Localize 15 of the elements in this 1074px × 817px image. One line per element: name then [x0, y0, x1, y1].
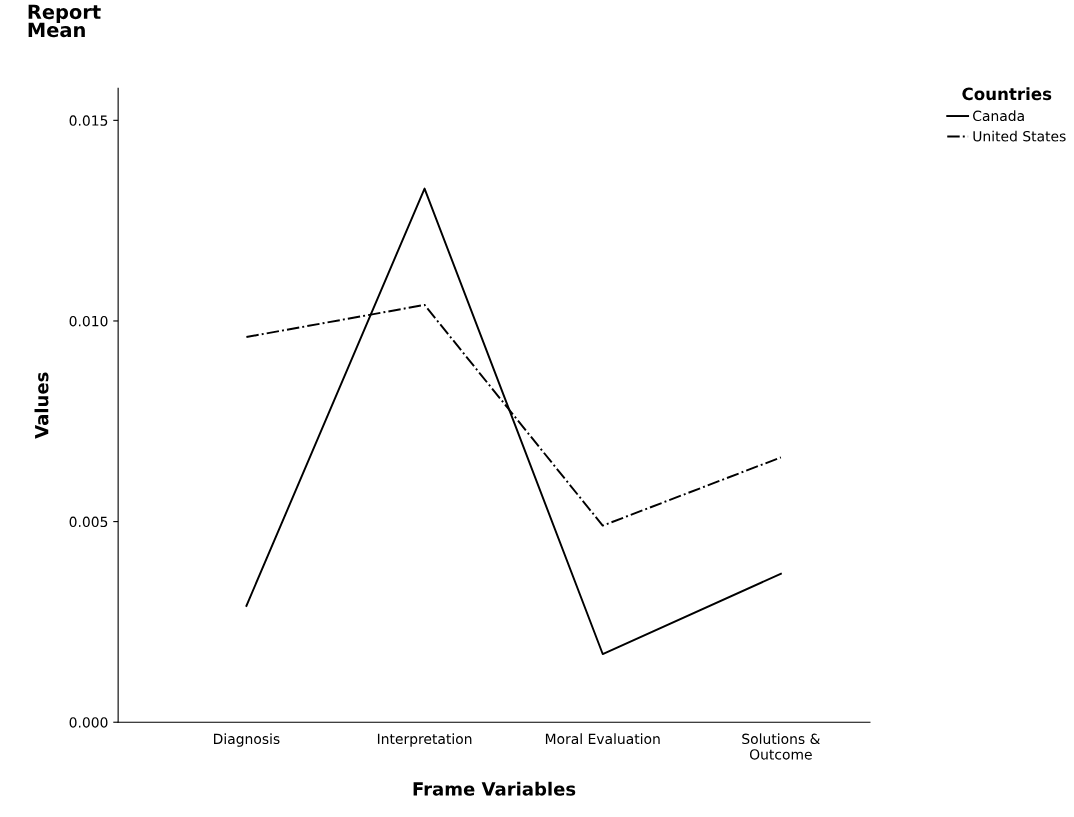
y-tick-label: 0.000 [69, 717, 108, 728]
x-tick-label: Solutions & Outcome [742, 733, 820, 760]
legend-title: Countries [962, 87, 1052, 101]
x-axis-title: Frame Variables [413, 781, 576, 796]
chart-title: Report Mean [28, 4, 101, 38]
legend-label: Canada [973, 110, 1024, 122]
x-tick-label: Interpretation [377, 733, 472, 747]
x-tick-label: Moral Evaluation [545, 733, 660, 745]
legend-label: United States [973, 130, 1066, 142]
y-tick-label: 0.005 [69, 516, 108, 528]
line-series [245, 187, 782, 655]
y-tick-label: 0.015 [69, 115, 108, 126]
y-tick-label: 0.010 [69, 315, 108, 327]
y-axis-title: Values [34, 372, 49, 439]
x-tick-label: Diagnosis [214, 733, 280, 747]
